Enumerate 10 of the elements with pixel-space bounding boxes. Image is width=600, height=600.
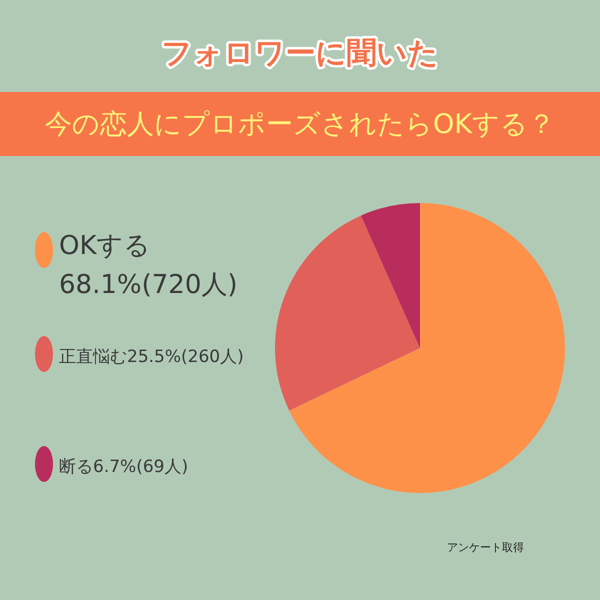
pie-slice <box>275 216 420 411</box>
legend-label: 正直悩む25.5%(260人) <box>59 347 244 367</box>
pie-slice <box>360 203 420 348</box>
legend-label: 断る6.7%(69人) <box>59 457 188 477</box>
text: アンケート取得 <box>447 541 524 554</box>
legend-label: OKする <box>59 231 151 261</box>
pie-slice <box>289 203 565 493</box>
data-label: 68.1%(720人) <box>59 270 238 300</box>
chart-subtitle: 今の恋人にプロポーズされたらOKする？ <box>45 109 555 140</box>
chart-title: フォロワーに聞いた <box>162 36 438 71</box>
